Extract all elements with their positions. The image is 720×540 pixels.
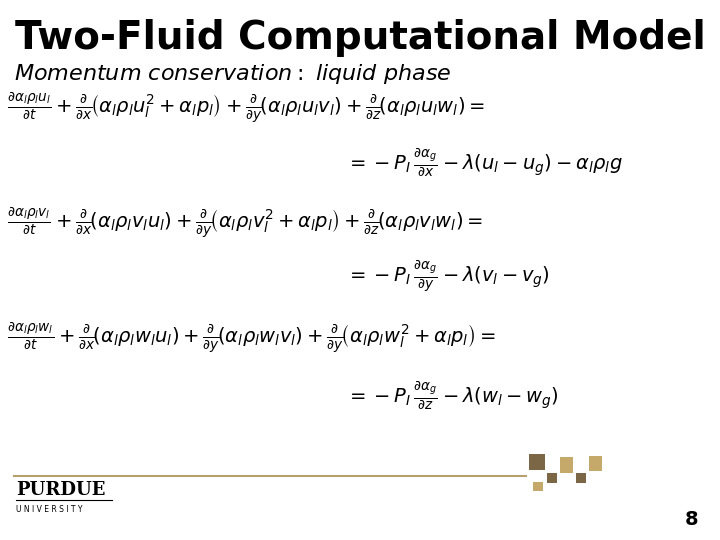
- Text: $\frac{\partial \alpha_l \rho_l v_l}{\partial t} + \frac{\partial}{\partial x}\!: $\frac{\partial \alpha_l \rho_l v_l}{\pa…: [7, 205, 483, 240]
- Text: $\frac{\partial \alpha_l \rho_l u_l}{\partial t} + \frac{\partial}{\partial x}\!: $\frac{\partial \alpha_l \rho_l u_l}{\pa…: [7, 91, 485, 125]
- Text: $= -P_I\,\frac{\partial \alpha_g}{\partial x} - \lambda(u_l - u_g) - \alpha_l \r: $= -P_I\,\frac{\partial \alpha_g}{\parti…: [346, 146, 622, 178]
- Bar: [547, 472, 557, 483]
- Text: U N I V E R S I T Y: U N I V E R S I T Y: [16, 505, 82, 514]
- Bar: [533, 482, 543, 491]
- Text: PURDUE: PURDUE: [16, 481, 105, 500]
- Text: $\mathit{Momentum\ conservation:}\ \mathbf{\mathit{liquid\ phase}}$: $\mathit{Momentum\ conservation:}\ \math…: [14, 62, 452, 86]
- Bar: [576, 472, 586, 483]
- Bar: [529, 454, 545, 470]
- Text: Two-Fluid Computational Model: Two-Fluid Computational Model: [14, 19, 706, 57]
- Text: $= -P_I\,\frac{\partial \alpha_g}{\partial y} - \lambda(v_l - v_g)$: $= -P_I\,\frac{\partial \alpha_g}{\parti…: [346, 259, 549, 294]
- Bar: [560, 457, 573, 472]
- Bar: [589, 456, 602, 471]
- Text: 8: 8: [685, 510, 698, 529]
- Text: $= -P_I\,\frac{\partial \alpha_g}{\partial z} - \lambda(w_l - w_g)$: $= -P_I\,\frac{\partial \alpha_g}{\parti…: [346, 380, 558, 411]
- Text: $\frac{\partial \alpha_l \rho_l w_l}{\partial t} + \frac{\partial}{\partial x}\!: $\frac{\partial \alpha_l \rho_l w_l}{\pa…: [7, 320, 496, 355]
